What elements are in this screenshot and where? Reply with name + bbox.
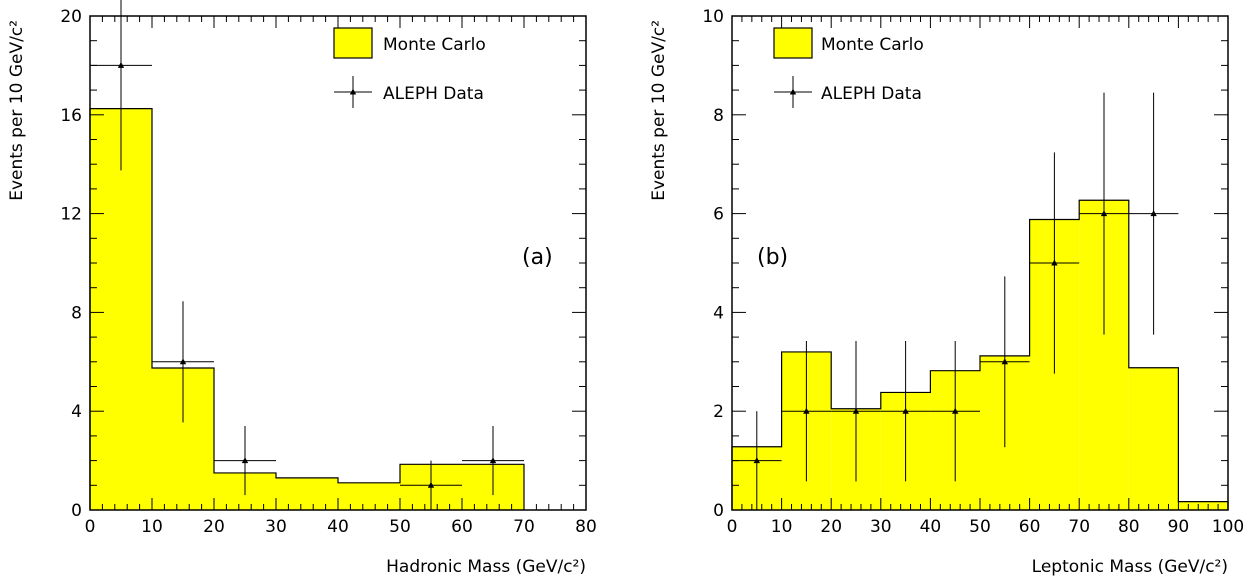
y-tick-label: 8 (71, 303, 82, 323)
y-tick-label: 12 (60, 205, 82, 225)
histogram-bar (90, 108, 152, 510)
histogram-bar (276, 477, 338, 510)
monte-carlo-histogram (89, 108, 525, 510)
x-tick-label: 20 (203, 517, 225, 537)
x-tick-label: 30 (265, 517, 287, 537)
x-axis-ticks: 0 10 20 30 40 50 60 70 80 (85, 16, 597, 537)
data-point (1150, 210, 1157, 217)
x-tick-label: 70 (1068, 517, 1090, 537)
data-point (117, 61, 125, 68)
y-tick-label: 6 (713, 205, 724, 225)
legend-label-monte-carlo: Monte Carlo (821, 35, 924, 55)
x-tick-label: 100 (1212, 517, 1244, 537)
data-point (753, 457, 760, 464)
legend-marker-triangle (789, 88, 797, 95)
y-tick-label: 8 (713, 106, 724, 126)
histogram-outline (89, 108, 525, 510)
x-tick-label: 50 (389, 517, 411, 537)
data-point (1051, 259, 1058, 266)
legend-label-aleph-data: ALEPH Data (821, 84, 922, 104)
y-axis-ticks: 0 4 8 12 16 20 (60, 7, 586, 521)
histogram-bar (1128, 367, 1179, 510)
x-tick-label: 30 (870, 517, 892, 537)
x-tick-label: 0 (85, 517, 96, 537)
y-tick-label: 16 (60, 106, 82, 126)
y-tick-label: 0 (71, 501, 82, 521)
legend: Monte Carlo ALEPH Data (333, 27, 486, 108)
y-tick-label: 20 (60, 7, 82, 27)
x-tick-label: 10 (771, 517, 793, 537)
aleph-data-points (732, 92, 1179, 510)
x-tick-label: 70 (513, 517, 535, 537)
y-axis-label: Events per 10 GeV/c² (7, 20, 27, 201)
legend-label-monte-carlo: Monte Carlo (383, 35, 486, 55)
histogram-bar (338, 482, 400, 510)
data-point (1001, 358, 1008, 365)
data-point (489, 457, 497, 464)
x-tick-label: 50 (969, 517, 991, 537)
legend-marker-triangle (349, 88, 357, 95)
y-tick-label: 10 (702, 7, 724, 27)
x-axis-label: Hadronic Mass (GeV/c²) (386, 557, 586, 576)
x-axis-ticks: 0 10 20 30 40 50 60 70 80 90 100 (727, 16, 1244, 537)
legend-label-aleph-data: ALEPH Data (383, 84, 484, 104)
legend-swatch-monte-carlo (773, 27, 813, 59)
data-point (852, 407, 860, 414)
legend-swatch-monte-carlo (333, 27, 373, 59)
y-tick-label: 4 (713, 303, 724, 323)
y-tick-label: 2 (713, 402, 724, 422)
x-tick-label: 60 (451, 517, 473, 537)
data-point (241, 457, 249, 464)
legend: Monte Carlo ALEPH Data (773, 27, 924, 108)
x-tick-label: 0 (727, 517, 738, 537)
data-point (803, 407, 810, 414)
x-tick-label: 40 (327, 517, 349, 537)
x-tick-label: 60 (1019, 517, 1041, 537)
x-tick-label: 80 (1118, 517, 1140, 537)
data-point (179, 358, 187, 365)
aleph-data-points (90, 0, 524, 510)
chart-panel-b: 0 10 20 30 40 50 60 70 80 90 100 0 2 4 6 8 10 Leptonic Ma… (649, 7, 1244, 576)
x-tick-label: 40 (920, 517, 942, 537)
x-tick-label: 80 (575, 517, 597, 537)
x-tick-label: 90 (1168, 517, 1190, 537)
data-point (902, 407, 909, 414)
y-tick-label: 0 (713, 501, 724, 521)
y-axis-ticks: 0 2 4 6 8 10 (702, 7, 1228, 521)
histogram-bar (1178, 501, 1228, 510)
y-tick-label: 4 (71, 402, 82, 422)
x-tick-label: 20 (820, 517, 842, 537)
data-point (1100, 210, 1108, 217)
x-tick-label: 10 (141, 517, 163, 537)
panel-label: (b) (757, 245, 788, 270)
y-axis-label: Events per 10 GeV/c² (649, 20, 669, 201)
data-point (952, 407, 959, 414)
x-axis-label: Leptonic Mass (GeV/c²) (1032, 557, 1228, 576)
chart-panel-a: 0 10 20 30 40 50 60 70 80 0 4 8 12 16 20 Hadronic Mass … (7, 0, 597, 576)
panel-label: (a) (522, 245, 553, 270)
data-point (427, 481, 435, 488)
